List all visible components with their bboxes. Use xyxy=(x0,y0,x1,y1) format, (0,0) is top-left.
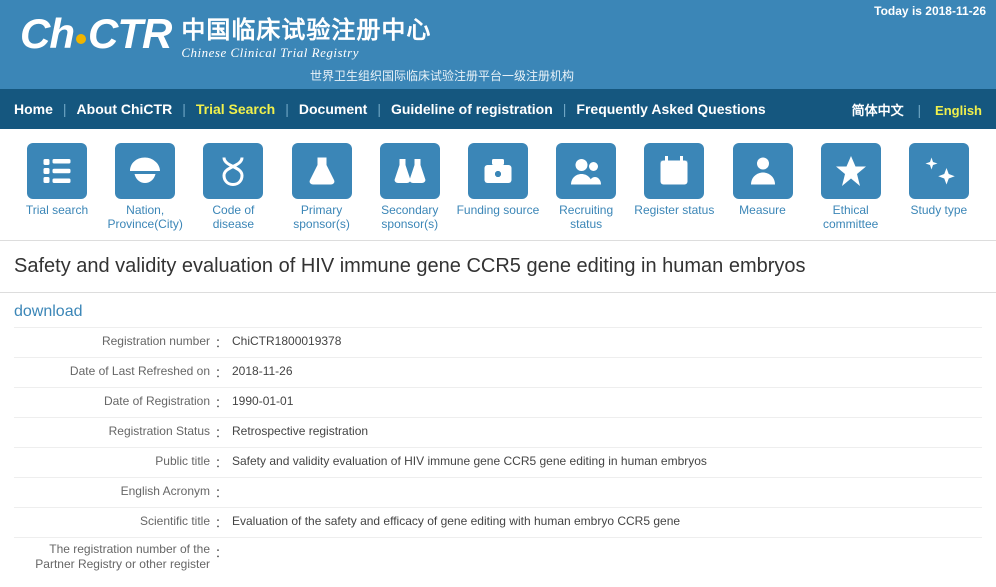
tile-disease-code[interactable]: Code of disease xyxy=(190,143,276,232)
tile-label: Trial search xyxy=(26,203,88,231)
lang-en[interactable]: English xyxy=(935,103,982,118)
field-label: Registration number xyxy=(14,328,214,357)
logo-titles: 中国临床试验注册中心 Chinese Clinical Trial Regist… xyxy=(181,10,431,61)
field-registration-number: Registration number ： ChiCTR1800019378 xyxy=(14,327,982,357)
logo-title-en: Chinese Clinical Trial Registry xyxy=(181,45,431,61)
field-public-title: Public title ： Safety and validity evalu… xyxy=(14,447,982,477)
colon: ： xyxy=(214,508,228,537)
tile-label: Ethical committee xyxy=(808,203,894,232)
field-value xyxy=(228,538,982,577)
tile-label: Measure xyxy=(739,203,786,231)
logo-block: Ch CTR 中国临床试验注册中心 Chinese Clinical Trial … xyxy=(20,10,976,61)
field-last-refreshed: Date of Last Refreshed on ： 2018-11-26 xyxy=(14,357,982,387)
lang-cn[interactable]: 简体中文 xyxy=(852,103,904,118)
colon: ： xyxy=(214,328,228,357)
tile-secondary-sponsor[interactable]: Secondary sponsor(s) xyxy=(367,143,453,232)
colon: ： xyxy=(214,538,228,577)
tile-trial-search[interactable]: Trial search xyxy=(14,143,100,232)
nav-faq[interactable]: Frequently Asked Questions xyxy=(576,101,765,117)
nav-sep: | xyxy=(563,101,567,117)
tile-label: Primary sponsor(s) xyxy=(279,203,365,232)
tile-label: Nation, Province(City) xyxy=(102,203,188,232)
nav-guideline[interactable]: Guideline of registration xyxy=(391,101,553,117)
field-label: Scientific title xyxy=(14,508,214,537)
logo-word: Ch CTR xyxy=(20,10,171,58)
download-link[interactable]: download xyxy=(14,303,83,320)
nav-sep: | xyxy=(918,102,922,118)
field-registration-date: Date of Registration ： 1990-01-01 xyxy=(14,387,982,417)
nav-sep: | xyxy=(377,101,381,117)
tile-label: Code of disease xyxy=(190,203,276,232)
field-label: English Acronym xyxy=(14,478,214,507)
calendar-icon xyxy=(644,143,704,199)
nav-document[interactable]: Document xyxy=(299,101,367,117)
colon: ： xyxy=(214,448,228,477)
colon: ： xyxy=(214,418,228,447)
nav-sep: | xyxy=(182,101,186,117)
field-value: Retrospective registration xyxy=(228,418,982,447)
tile-measure[interactable]: Measure xyxy=(720,143,806,232)
header: Today is 2018-11-26 Ch CTR 中国临床试验注册中心 Chi… xyxy=(0,0,996,89)
field-value: Evaluation of the safety and efficacy of… xyxy=(228,508,982,537)
main-nav: Home | About ChiCTR | Trial Search | Docume… xyxy=(0,89,996,129)
field-value: ChiCTR1800019378 xyxy=(228,328,982,357)
page-title: Safety and validity evaluation of HIV im… xyxy=(0,241,996,293)
field-label: Date of Registration xyxy=(14,388,214,417)
tile-label: Study type xyxy=(911,203,968,231)
colon: ： xyxy=(214,388,228,417)
field-label: Registration Status xyxy=(14,418,214,447)
tile-label: Secondary sponsor(s) xyxy=(367,203,453,232)
people-icon xyxy=(556,143,616,199)
nav-trial-search[interactable]: Trial Search xyxy=(196,101,275,117)
nav-about[interactable]: About ChiCTR xyxy=(77,101,173,117)
lang-switch: 简体中文 | English xyxy=(852,100,982,119)
person-icon xyxy=(733,143,793,199)
tile-label: Register status xyxy=(634,203,714,231)
field-label: The registration number of the Partner R… xyxy=(14,538,214,577)
flasks-icon xyxy=(380,143,440,199)
field-label: Date of Last Refreshed on xyxy=(14,358,214,387)
tile-primary-sponsor[interactable]: Primary sponsor(s) xyxy=(279,143,365,232)
colon: ： xyxy=(214,358,228,387)
download-section: download xyxy=(0,293,996,327)
tile-register-status[interactable]: Register status xyxy=(631,143,717,232)
field-registration-status: Registration Status ： Retrospective regi… xyxy=(14,417,982,447)
logo-pre: Ch xyxy=(20,10,74,57)
field-value: 1990-01-01 xyxy=(228,388,982,417)
tile-nation[interactable]: Nation, Province(City) xyxy=(102,143,188,232)
logo-title-cn: 中国临床试验注册中心 xyxy=(181,10,431,45)
tile-label: Recruiting status xyxy=(543,203,629,232)
sparkle-icon xyxy=(909,143,969,199)
nav-sep: | xyxy=(63,101,67,117)
today-date: Today is 2018-11-26 xyxy=(874,4,986,18)
star-icon xyxy=(821,143,881,199)
sub-org-text: 世界卫生组织国际临床试验注册平台一级注册机构 xyxy=(310,67,976,84)
dna-icon xyxy=(203,143,263,199)
field-scientific-title: Scientific title ： Evaluation of the saf… xyxy=(14,507,982,537)
logo-dot-icon xyxy=(76,34,86,44)
field-label: Public title xyxy=(14,448,214,477)
detail-fields: Registration number ： ChiCTR1800019378 D… xyxy=(0,327,996,587)
nav-sep: | xyxy=(285,101,289,117)
field-value xyxy=(228,478,982,507)
tile-study-type[interactable]: Study type xyxy=(896,143,982,232)
filter-tiles: Trial search Nation, Province(City) Code… xyxy=(0,129,996,241)
logo-post: CTR xyxy=(88,10,171,57)
flask-icon xyxy=(292,143,352,199)
field-value: Safety and validity evaluation of HIV im… xyxy=(228,448,982,477)
tile-label: Funding source xyxy=(457,203,540,231)
field-value: 2018-11-26 xyxy=(228,358,982,387)
field-english-acronym: English Acronym ： xyxy=(14,477,982,507)
globe-icon xyxy=(115,143,175,199)
field-partner-registry: The registration number of the Partner R… xyxy=(14,537,982,577)
nav-home[interactable]: Home xyxy=(14,101,53,117)
tile-funding[interactable]: Funding source xyxy=(455,143,541,232)
list-icon xyxy=(27,143,87,199)
tile-ethical[interactable]: Ethical committee xyxy=(808,143,894,232)
tile-recruiting[interactable]: Recruiting status xyxy=(543,143,629,232)
briefcase-icon xyxy=(468,143,528,199)
colon: ： xyxy=(214,478,228,507)
